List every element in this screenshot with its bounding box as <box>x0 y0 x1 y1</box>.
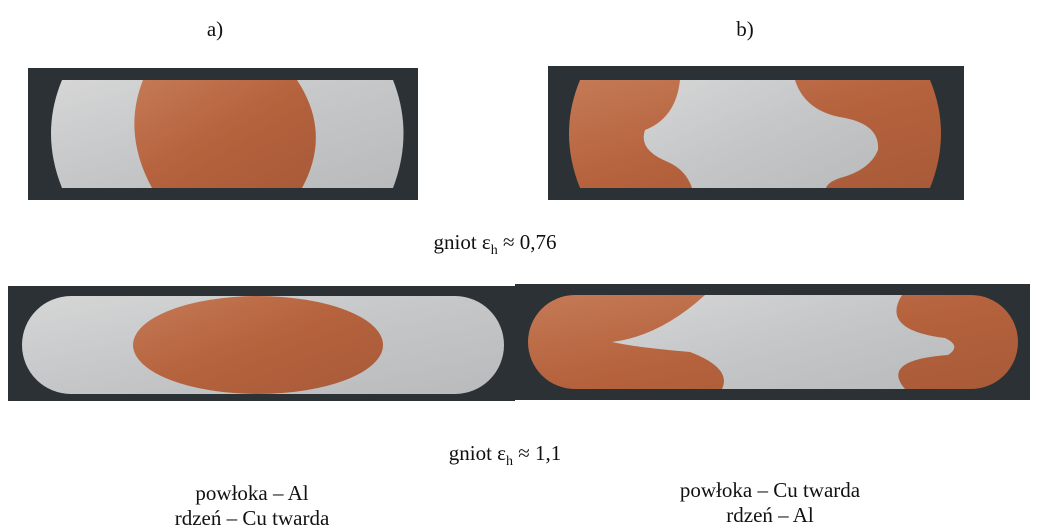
description: rdzeń – Al <box>726 503 814 527</box>
caption-text: ≈ 1,1 <box>513 441 561 465</box>
figure: a) b) gniot εh ≈ 0,76 gniot εh ≈ 1,1 pow… <box>0 0 1048 531</box>
panel-label: b) <box>736 17 754 41</box>
caption-subscript: h <box>506 454 513 469</box>
caption-subscript: h <box>491 243 498 258</box>
caption: gniot εh ≈ 1,1 <box>449 441 562 469</box>
caption-text: gniot ε <box>433 230 490 254</box>
photo <box>548 66 964 200</box>
panel-label: a) <box>207 17 223 41</box>
description: rdzeń – Cu twarda <box>175 506 330 530</box>
photo <box>515 284 1030 400</box>
caption: gniot εh ≈ 0,76 <box>433 230 556 258</box>
caption-text: ≈ 0,76 <box>498 230 557 254</box>
caption-text: gniot ε <box>449 441 506 465</box>
photo <box>28 68 418 200</box>
photo <box>8 286 515 401</box>
description: powłoka – Cu twarda <box>680 478 861 502</box>
description: powłoka – Al <box>195 481 308 505</box>
